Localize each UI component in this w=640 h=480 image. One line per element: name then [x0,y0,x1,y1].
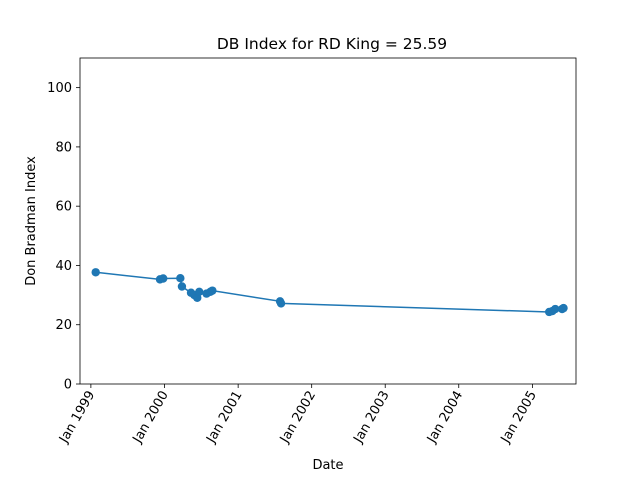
data-point [91,268,100,277]
axes-frame [79,57,577,385]
data-point [159,274,168,283]
x-axis-label: Date [312,458,343,473]
data-point [208,286,217,295]
data-point [276,299,286,308]
y-tick-label: 80 [55,140,72,155]
data-point [177,282,187,291]
y-tick-label: 100 [47,81,72,96]
data-point [176,274,185,283]
y-tick-label: 60 [55,200,72,215]
y-tick-label: 40 [55,259,72,274]
data-point [195,287,204,297]
y-axis-label: Don Bradman Index [24,156,39,286]
data-point [551,304,560,314]
y-tick-label: 20 [55,318,72,333]
chart-title: DB Index for RD King = 25.59 [217,35,447,53]
y-tick-label: 0 [64,378,72,393]
data-point [559,303,568,313]
